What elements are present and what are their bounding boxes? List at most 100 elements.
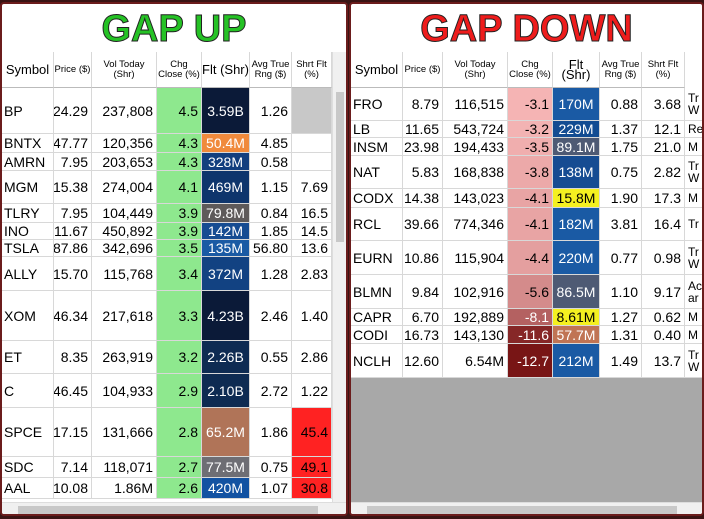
table-cell: 2.26B (202, 341, 250, 374)
table-cell: 2.83 (292, 257, 332, 291)
table-cell: 135M (202, 240, 250, 257)
table-cell: M (685, 309, 702, 326)
table-cell: 170M (553, 88, 600, 121)
table-cell: 17.3 (642, 189, 685, 208)
table-cell: -4.1 (508, 189, 553, 208)
horizontal-scrollbar[interactable] (351, 502, 702, 514)
table-cell: 0.75 (600, 156, 642, 189)
symbol-cell: INSM (351, 138, 403, 156)
table-cell: 1.10 (600, 275, 642, 309)
table-cell: 2.8 (157, 408, 202, 457)
column-header: Flt (Shr) (553, 52, 600, 88)
column-header: Shrt Flt (%) (292, 52, 332, 88)
table-cell: 5.83 (403, 156, 443, 189)
scroll-thumb[interactable] (336, 92, 344, 242)
table-cell: 1.86M (92, 478, 157, 499)
table-cell: 3.68 (642, 88, 685, 121)
empty-area (351, 378, 702, 502)
table-cell: 1.26 (250, 88, 292, 134)
scroll-thumb[interactable] (367, 506, 677, 514)
table-cell: 0.98 (642, 241, 685, 275)
table-cell: 420M (202, 478, 250, 499)
table-cell: 4.23B (202, 291, 250, 341)
symbol-cell: ET (2, 341, 54, 374)
table-cell: 57.7M (553, 326, 600, 344)
table-cell: 1.49 (600, 344, 642, 378)
table-cell: 65.2M (202, 408, 250, 457)
table-cell: 8.79 (403, 88, 443, 121)
table-cell: 46.34 (54, 291, 92, 341)
symbol-cell: ALLY (2, 257, 54, 291)
symbol-cell: AAL (2, 478, 54, 499)
horizontal-scrollbar[interactable] (2, 502, 346, 514)
table-cell: 39.66 (403, 208, 443, 241)
table-cell: 2.82 (642, 156, 685, 189)
column-header: Symbol (2, 52, 54, 88)
table-cell: 77.5M (202, 457, 250, 478)
table-cell: 0.58 (250, 153, 292, 171)
scroll-thumb[interactable] (18, 506, 318, 514)
table-cell: 1.15 (250, 171, 292, 204)
table-cell: 17.15 (54, 408, 92, 457)
table-cell (292, 134, 332, 153)
table-cell: 79.8M (202, 204, 250, 223)
table-cell: 7.69 (292, 171, 332, 204)
table-cell: 7.95 (54, 153, 92, 171)
table-cell: 2.9 (157, 374, 202, 408)
table-cell: 168,838 (443, 156, 508, 189)
table-cell: 7.14 (54, 457, 92, 478)
table-cell: 4.3 (157, 134, 202, 153)
table-cell: -3.1 (508, 88, 553, 121)
column-header: Avg True Rng ($) (600, 52, 642, 88)
table-cell: 3.81 (600, 208, 642, 241)
table-cell: 104,449 (92, 204, 157, 223)
table-cell: 263,919 (92, 341, 157, 374)
table-cell: 2.72 (250, 374, 292, 408)
table-cell: 787.86 (54, 240, 92, 257)
table-cell: 2.10B (202, 374, 250, 408)
table-cell: 3.59B (202, 88, 250, 134)
table-cell: 0.88 (600, 88, 642, 121)
table-cell: 102,916 (443, 275, 508, 309)
table-cell: 1.27 (600, 309, 642, 326)
table-cell: 469M (202, 171, 250, 204)
table-cell: 6.54M (443, 344, 508, 378)
table-cell: 46.45 (54, 374, 92, 408)
table-cell: M (685, 189, 702, 208)
table-cell: Tr W (685, 88, 702, 121)
table-cell: 4.5 (157, 88, 202, 134)
symbol-cell: XOM (2, 291, 54, 341)
table-cell: 116,515 (443, 88, 508, 121)
table-cell: 4.85 (250, 134, 292, 153)
table-cell: 49.1 (292, 457, 332, 478)
table-cell: 182M (553, 208, 600, 241)
table-cell: 212M (553, 344, 600, 378)
symbol-cell: CODI (351, 326, 403, 344)
column-header: Symbol (351, 52, 403, 88)
vertical-scrollbar[interactable] (332, 52, 346, 502)
table-cell: Tr W (685, 344, 702, 378)
table-cell: Re (685, 121, 702, 138)
table-cell: 12.60 (403, 344, 443, 378)
symbol-cell: CODX (351, 189, 403, 208)
table-cell: 120,356 (92, 134, 157, 153)
symbol-cell: BP (2, 88, 54, 134)
table-cell: -4.4 (508, 241, 553, 275)
table-cell: 192,889 (443, 309, 508, 326)
table-cell: 274,004 (92, 171, 157, 204)
table-cell: 104,933 (92, 374, 157, 408)
table-cell: 1.75 (600, 138, 642, 156)
table-cell: 131,666 (92, 408, 157, 457)
column-header: Chg Close (%) (508, 52, 553, 88)
table-cell: 4.1 (157, 171, 202, 204)
symbol-cell: TLRY (2, 204, 54, 223)
column-header: Price ($) (403, 52, 443, 88)
table-cell: 11.65 (403, 121, 443, 138)
table-cell: 203,653 (92, 153, 157, 171)
table-cell: 15.70 (54, 257, 92, 291)
table-cell: Tr (685, 208, 702, 241)
table-cell: 372M (202, 257, 250, 291)
table-cell: -3.8 (508, 156, 553, 189)
table-cell: 8.61M (553, 309, 600, 326)
